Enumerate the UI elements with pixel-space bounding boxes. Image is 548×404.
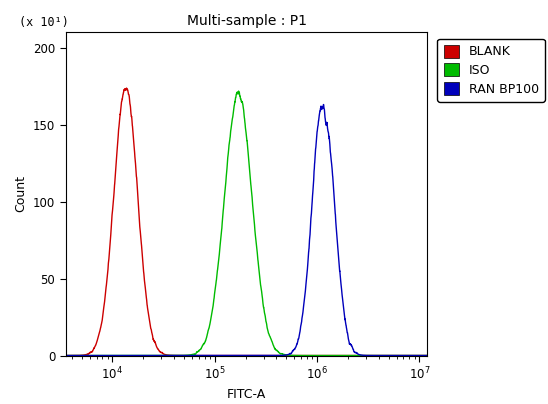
Legend: BLANK, ISO, RAN BP100: BLANK, ISO, RAN BP100 bbox=[437, 38, 545, 102]
Y-axis label: Count: Count bbox=[15, 175, 27, 213]
X-axis label: FITC-A: FITC-A bbox=[227, 388, 266, 401]
Title: Multi-sample : P1: Multi-sample : P1 bbox=[187, 15, 306, 28]
Text: (x 10¹): (x 10¹) bbox=[19, 16, 68, 29]
